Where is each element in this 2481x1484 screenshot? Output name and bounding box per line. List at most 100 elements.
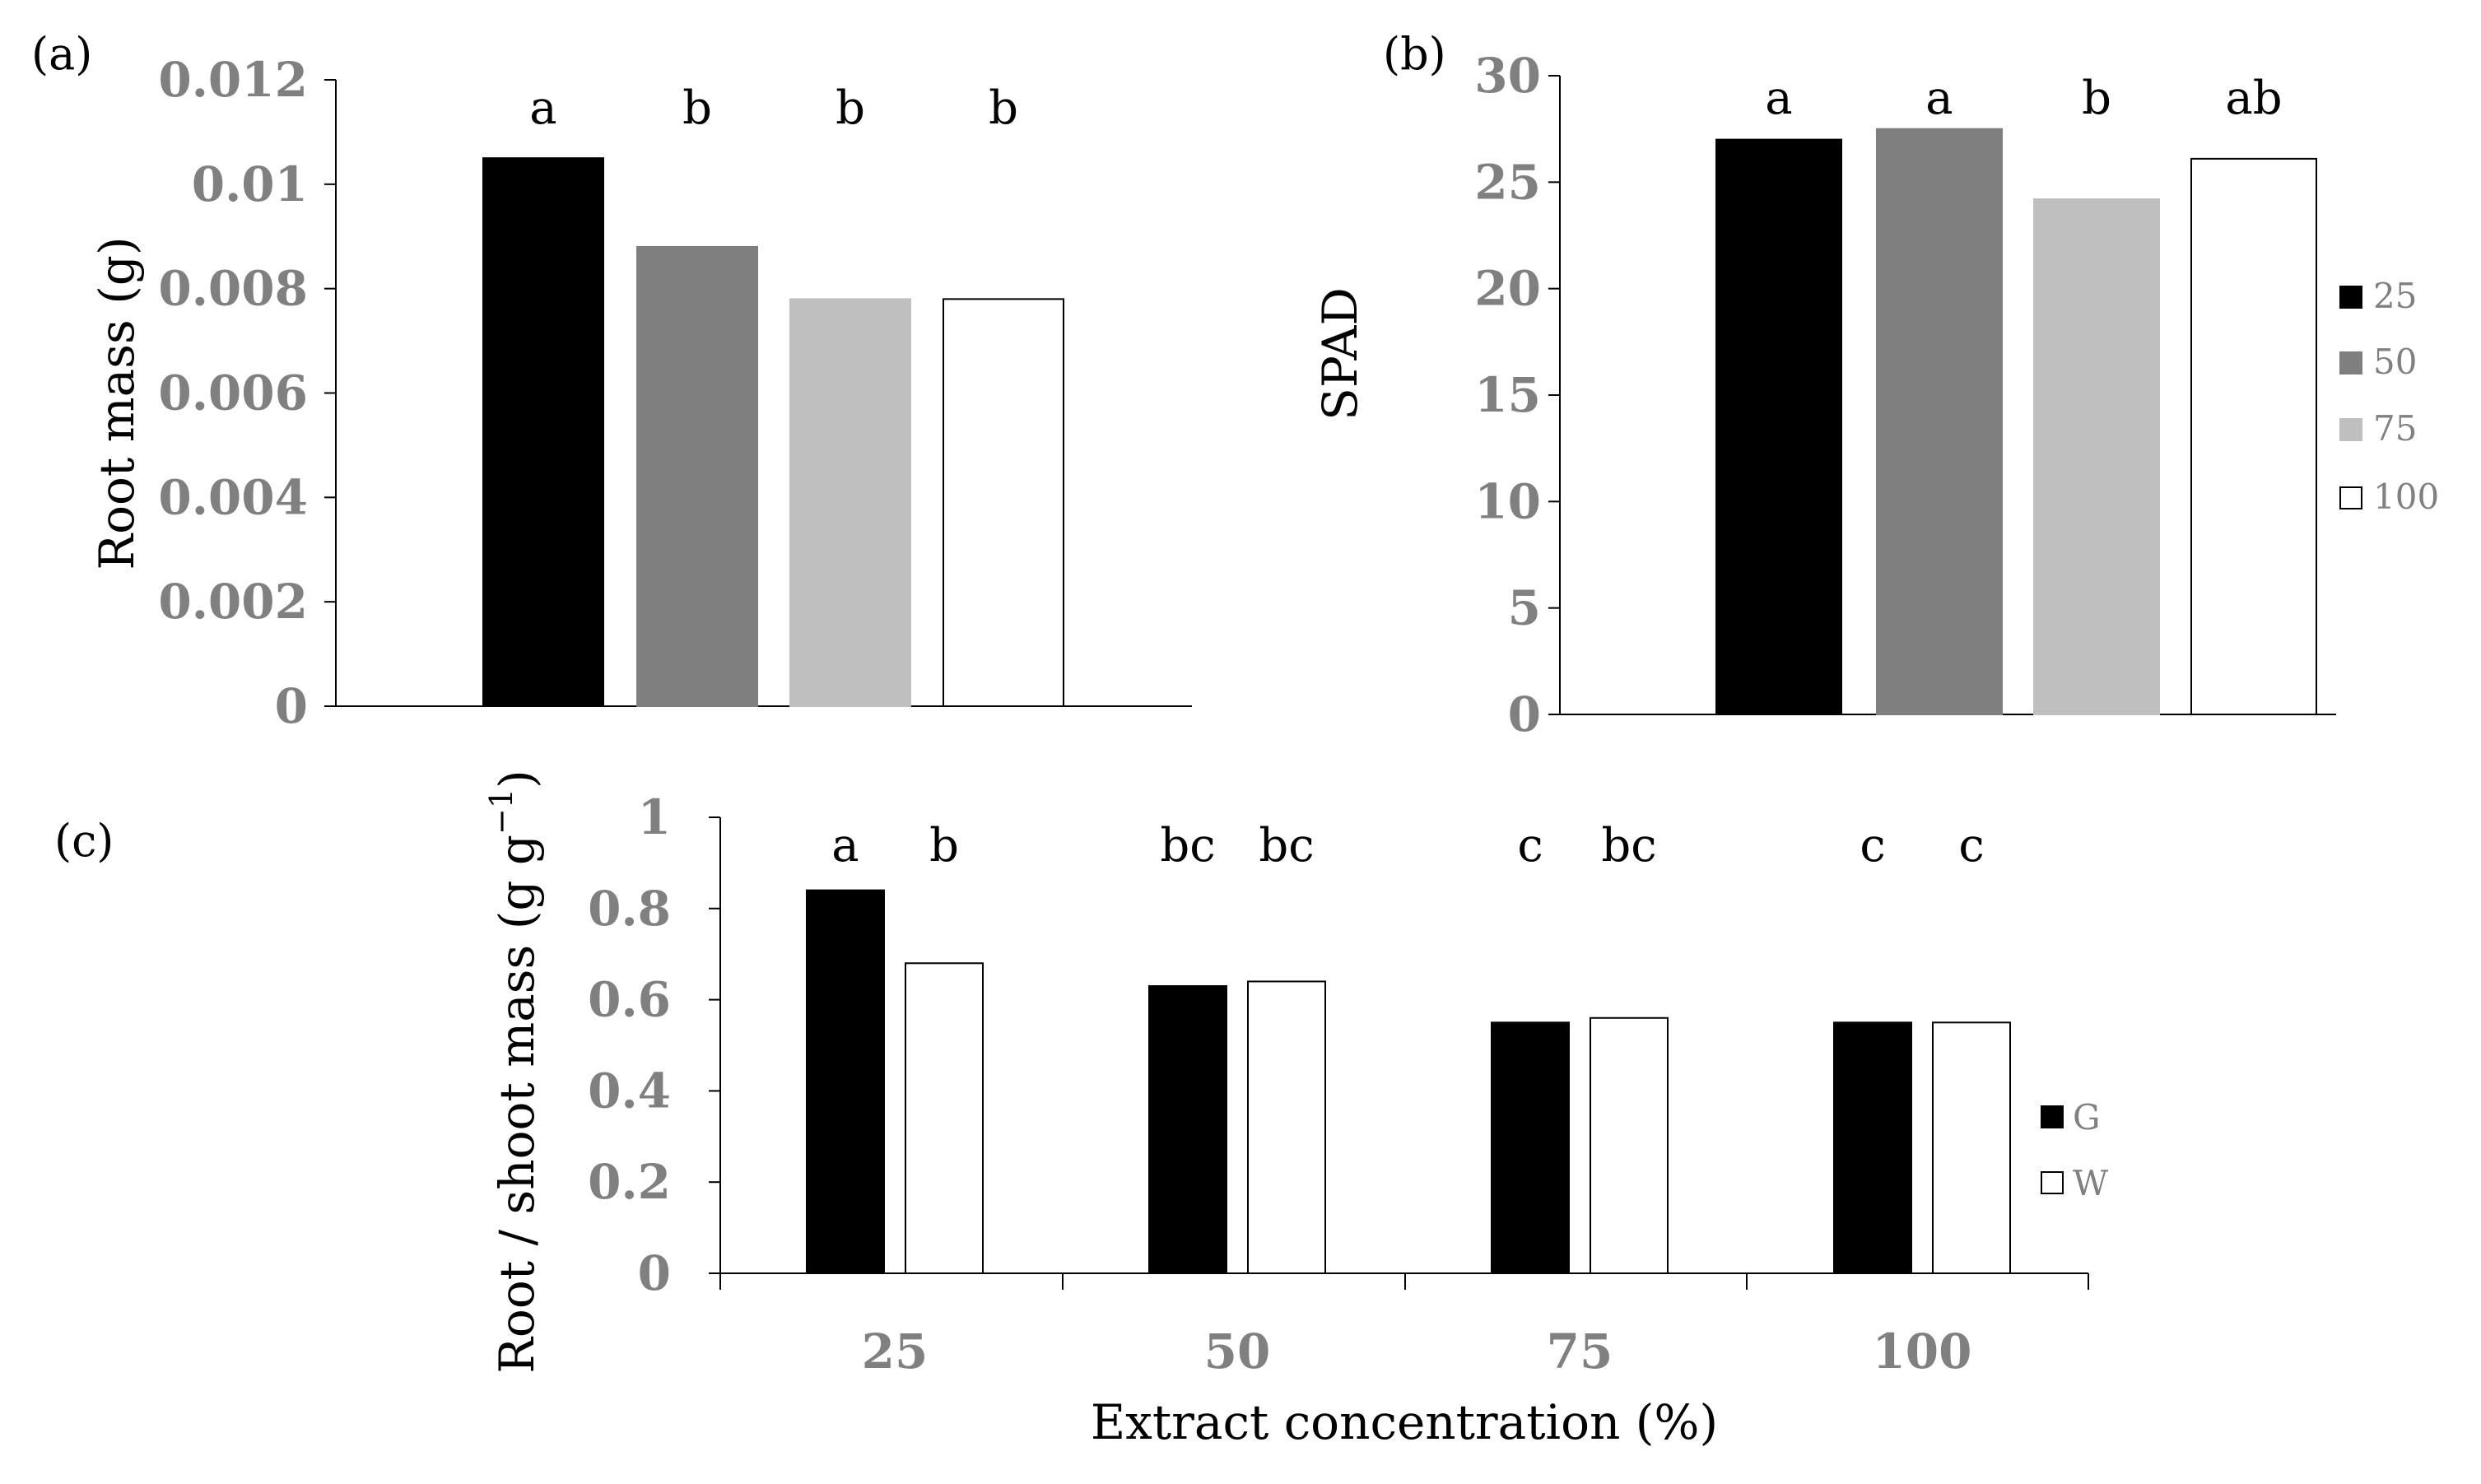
panel-c-significance-g-25: a (831, 819, 859, 872)
panel-c-y-axis-title-close: ) (489, 770, 545, 789)
panel-c-legend-label-g: G (2073, 1097, 2101, 1137)
panel-a-y-tick-label: 0.01 (192, 156, 308, 212)
panel-c-legend-swatch-w (2041, 1171, 2064, 1194)
panel-a-label: (a) (31, 28, 92, 80)
panel-c-significance-w-100: c (1958, 819, 1984, 872)
panel-b-legend-item-25: 25 (2339, 276, 2417, 316)
panel-c-y-tick-label: 0.6 (588, 972, 671, 1028)
panel-b-legend-swatch-100 (2339, 486, 2362, 509)
panel-c-x-axis-title: Extract concentration (%) (1091, 1394, 1718, 1450)
panel-b-legend-item-50: 50 (2339, 342, 2417, 382)
panel-c-significance-w-25: b (929, 819, 959, 872)
panel-b-legend-swatch-50 (2339, 351, 2362, 374)
panel-a-bar-50 (636, 245, 758, 707)
panel-a-y-tick-label: 0.002 (158, 574, 308, 630)
panel-a-bar-25 (482, 157, 604, 707)
panel-c-x-ticks: 25 50 75 100 (719, 1273, 2089, 1379)
panel-c-bar-w-25 (905, 962, 984, 1275)
panel-c-significance-g-100: c (1860, 819, 1885, 872)
panel-c-root-shoot-ratio-chart: (c) Root / shoot mass (g g−1) 0 0.2 0.4 0.6… (54, 770, 2109, 1450)
panel-b-y-tick-label: 5 (1508, 580, 1541, 636)
panel-b-significance-50: a (1925, 72, 1953, 125)
panel-c-significance-g-50: bc (1160, 819, 1215, 872)
panel-b-y-tick-label: 30 (1474, 48, 1541, 104)
panel-b-legend-swatch-25 (2339, 286, 2362, 309)
panel-b-y-tick-label: 20 (1474, 261, 1541, 317)
panel-a-y-tick-label: 0 (275, 678, 308, 734)
panel-c-x-tick-label-75: 75 (1547, 1324, 1613, 1379)
panel-b-bar-25 (1715, 138, 1842, 716)
panel-b-significance-labels: a a b ab (1765, 72, 2282, 125)
panel-a-significance-25: a (529, 81, 556, 135)
panel-c-y-tick-label: 1 (638, 789, 671, 845)
panel-a-bar-100 (943, 298, 1064, 707)
panel-b-bar-100 (2190, 157, 2317, 715)
panel-b-significance-75: b (2082, 72, 2111, 125)
panel-a-y-tick-label: 0.004 (158, 469, 308, 525)
panel-a-bars (482, 157, 1064, 707)
panel-a-y-tick-label: 0.012 (158, 52, 308, 108)
panel-b-legend-label-75: 75 (2373, 408, 2417, 449)
panel-c-legend-item-g: G (2041, 1097, 2101, 1137)
panel-a-y-tick-label: 0.006 (158, 365, 308, 421)
panel-c-significance-g-75: c (1517, 819, 1543, 872)
panel-c-x-tick-label-100: 100 (1872, 1324, 1971, 1379)
panel-b-legend-item-100: 100 (2339, 477, 2439, 517)
panel-c-y-tick-label: 0.4 (588, 1063, 671, 1119)
panel-c-significance-w-75: bc (1601, 819, 1656, 872)
panel-b-label: (b) (1383, 28, 1446, 80)
panel-a-bar-75 (789, 298, 911, 707)
panel-b-legend-item-75: 75 (2339, 408, 2417, 449)
panel-c-legend-label-w: W (2073, 1163, 2109, 1203)
panel-c-bar-g-50 (1148, 984, 1227, 1274)
panel-c-label: (c) (54, 815, 114, 867)
panel-b-significance-100: ab (2225, 72, 2282, 125)
panel-a-y-tick-label: 0.008 (158, 261, 308, 317)
panel-c-bars (806, 889, 2011, 1275)
panel-a-significance-100: b (989, 81, 1018, 135)
panel-b-y-tick-label: 25 (1474, 154, 1541, 210)
panel-b-y-tick-label: 15 (1474, 367, 1541, 423)
panel-c-bar-w-75 (1590, 1016, 1669, 1274)
panel-c-bar-g-100 (1833, 1021, 1912, 1275)
panel-b-bars (1715, 128, 2317, 716)
panel-b-legend-label-50: 50 (2373, 342, 2417, 382)
panel-c-x-tick-label-50: 50 (1204, 1324, 1271, 1379)
panel-b-legend-label-100: 100 (2373, 477, 2439, 517)
panel-a-y-ticks: 0 0.002 0.004 0.006 0.008 0.01 0.012 (158, 52, 336, 734)
panel-c-bar-w-100 (1932, 1021, 2011, 1275)
panel-c-bar-g-25 (806, 889, 885, 1274)
panel-b-y-tick-label: 10 (1474, 473, 1541, 529)
panel-a-significance-50: b (682, 81, 712, 135)
panel-b-significance-25: a (1765, 72, 1792, 125)
panel-c-y-axis-title-main: Root / shoot mass (g g (489, 835, 545, 1374)
panel-b-y-ticks: 0 5 10 15 20 25 30 (1474, 48, 1560, 742)
panel-b-bar-50 (1876, 128, 2003, 715)
panel-c-significance-w-50: bc (1259, 819, 1314, 872)
panel-c-legend-swatch-g (2041, 1105, 2064, 1128)
panel-c-y-axis-title: Root / shoot mass (g g−1) (483, 770, 545, 1373)
panel-c-x-tick-label-25: 25 (862, 1324, 929, 1379)
panel-b-legend: 25 50 75 100 (2339, 276, 2439, 517)
panel-b-legend-label-25: 25 (2373, 276, 2417, 316)
panel-c-legend-item-w: W (2041, 1163, 2109, 1203)
panel-c-y-ticks: 0 0.2 0.4 0.6 0.8 1 (588, 789, 720, 1301)
panel-b-legend-swatch-75 (2339, 418, 2362, 441)
panel-c-legend: G W (2041, 1097, 2109, 1203)
panel-a-y-axis-title: Root mass (g) (89, 236, 145, 570)
panel-c-bar-g-75 (1491, 1021, 1570, 1275)
panel-c-y-tick-label: 0 (638, 1245, 671, 1301)
panel-a-significance-75: b (836, 81, 865, 135)
panel-c-y-tick-label: 0.8 (588, 881, 671, 937)
panel-b-bar-75 (2033, 198, 2160, 715)
panel-b-y-axis-title: SPAD (1312, 287, 1368, 421)
panel-c-significance-labels: a bc c cb bc bc c (831, 819, 1984, 872)
panel-c-bar-w-50 (1247, 980, 1326, 1274)
panel-c-y-axis-title-superscript: −1 (483, 789, 519, 835)
panel-c-y-tick-label: 0.2 (588, 1154, 671, 1210)
panel-a-root-mass-chart: (a) Root mass (g) 00.0020.0040.0060.0080… (31, 28, 1192, 734)
